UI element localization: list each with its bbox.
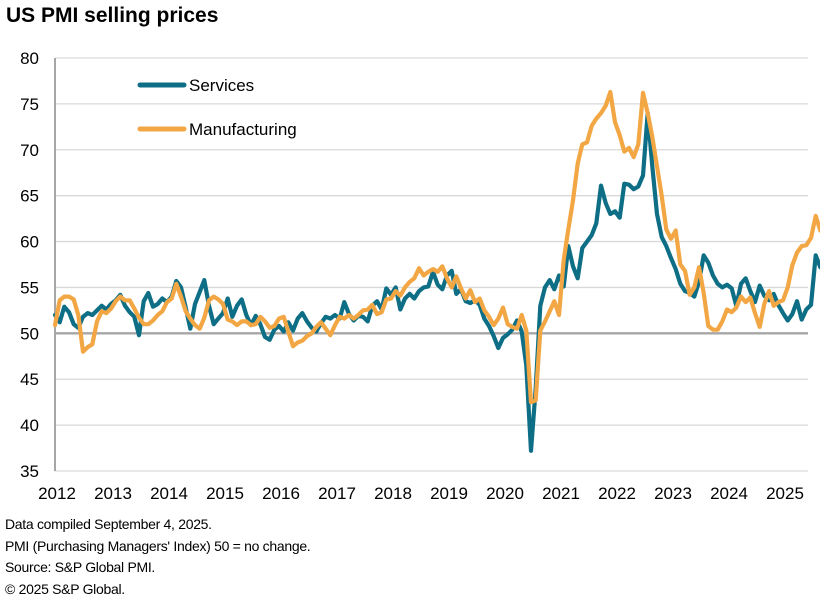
y-tick-label: 65 — [20, 187, 39, 206]
x-tick-label: 2016 — [262, 484, 300, 503]
x-tick-label: 2024 — [710, 484, 748, 503]
y-tick-label: 45 — [20, 370, 39, 389]
x-tick-label: 2023 — [654, 484, 692, 503]
gridlines — [55, 57, 808, 472]
series-line-services — [52, 110, 820, 453]
legend-item-manufacturing: Manufacturing — [137, 120, 297, 139]
x-tick-label: 2018 — [374, 484, 412, 503]
legend-item-services: Services — [137, 76, 254, 95]
y-tick-label: 60 — [20, 233, 39, 252]
y-axis-ticks: 35 40 45 50 55 60 65 70 75 80 — [20, 49, 39, 481]
y-tick-label: 55 — [20, 278, 39, 297]
x-tick-label: 2019 — [430, 484, 468, 503]
x-axis-ticks: 2012 2013 2014 2015 2016 2017 2018 2019 2020 2021… — [38, 484, 804, 503]
y-tick-label: 70 — [20, 141, 39, 160]
x-tick-label: 2013 — [94, 484, 132, 503]
x-tick-label: 2017 — [318, 484, 356, 503]
chart-title: US PMI selling prices — [6, 4, 219, 27]
note-data-compiled: Data compiled September 4, 2025. — [5, 516, 212, 532]
x-tick-label: 2012 — [38, 484, 76, 503]
y-tick-label: 80 — [20, 49, 39, 68]
y-tick-label: 50 — [20, 324, 39, 343]
x-tick-label: 2022 — [598, 484, 636, 503]
chart-notes: Data compiled September 4, 2025. PMI (Pu… — [5, 514, 311, 600]
series-line-manufacturing — [52, 89, 820, 405]
y-tick-label: 35 — [20, 462, 39, 481]
legend: Services Manufacturing — [137, 76, 297, 139]
note-source: Source: S&P Global PMI. — [5, 559, 156, 575]
note-copyright: © 2025 S&P Global. — [5, 580, 125, 597]
x-tick-label: 2014 — [150, 484, 188, 503]
legend-label-manufacturing: Manufacturing — [189, 120, 297, 139]
y-tick-label: 75 — [20, 95, 39, 114]
x-tick-label: 2015 — [206, 484, 244, 503]
legend-label-services: Services — [189, 76, 254, 95]
y-tick-label: 40 — [20, 416, 39, 435]
x-tick-label: 2021 — [542, 484, 580, 503]
note-pmi-definition: PMI (Purchasing Managers' Index) 50 = no… — [5, 537, 311, 554]
x-tick-label: 2020 — [486, 484, 524, 503]
series-lines — [52, 89, 820, 453]
x-tick-label: 2025 — [766, 484, 804, 503]
